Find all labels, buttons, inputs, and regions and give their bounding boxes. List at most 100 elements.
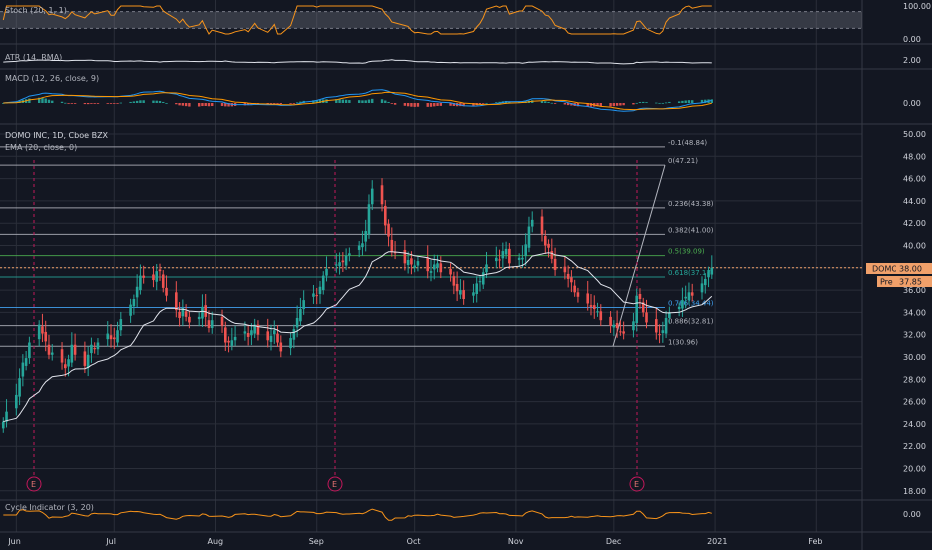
- macd-histogram-bar: [540, 100, 544, 103]
- macd-histogram-bar: [436, 103, 439, 106]
- candle-body: [129, 304, 132, 316]
- macd-histogram-bar: [106, 103, 109, 104]
- macd-histogram-bar: [341, 99, 345, 103]
- candle-body: [112, 337, 116, 340]
- candle-body: [426, 257, 430, 272]
- candle-body: [289, 338, 292, 349]
- candle-body: [201, 306, 204, 319]
- macd-histogram-bar: [158, 100, 162, 103]
- candle-body: [188, 316, 191, 323]
- candle-body: [155, 271, 159, 282]
- macd-histogram-bar: [403, 103, 407, 106]
- macd-pane[interactable]: [2, 89, 714, 112]
- atr-label[interactable]: ATR (14, RMA): [5, 53, 62, 62]
- macd-axis-tick: 0.00: [903, 99, 921, 108]
- candle-body: [641, 302, 645, 313]
- macd-histogram-bar: [132, 101, 136, 103]
- cycle-label[interactable]: Cycle Indicator (3, 20): [5, 503, 94, 512]
- candle-body: [142, 275, 145, 278]
- price-axis-tick: 48.00: [903, 152, 926, 161]
- candle-body: [700, 283, 704, 293]
- macd-histogram-bar: [367, 99, 371, 103]
- macd-histogram-bar: [586, 103, 589, 107]
- macd-histogram-bar: [687, 100, 691, 103]
- candle-body: [707, 271, 710, 278]
- time-axis-label: Feb: [808, 537, 822, 546]
- macd-histogram-bar: [364, 100, 367, 103]
- candle-body: [501, 251, 505, 259]
- macd-histogram-bar: [299, 101, 302, 103]
- macd-histogram-bar: [550, 102, 554, 104]
- macd-histogram-bar: [664, 102, 668, 104]
- cycle-pane[interactable]: [3, 508, 712, 521]
- macd-histogram-bar: [632, 103, 635, 105]
- candle-body: [566, 273, 570, 279]
- candle-body: [184, 311, 188, 317]
- macd-histogram-bar: [658, 102, 661, 104]
- candle-body: [592, 305, 596, 310]
- stoch-pane[interactable]: [0, 5, 862, 35]
- macd-histogram-bar: [135, 100, 139, 103]
- candle-body: [410, 258, 413, 265]
- macd-histogram-bar: [406, 103, 410, 107]
- earnings-marker-jun[interactable]: E: [26, 476, 42, 492]
- price-axis-tick: 32.00: [903, 331, 926, 340]
- macd-histogram-bar: [162, 101, 165, 103]
- candle-body: [661, 330, 665, 334]
- price-axis-tick: 34.00: [903, 308, 926, 317]
- macd-histogram-bar: [338, 99, 341, 103]
- candle-body: [677, 306, 681, 310]
- atr-pane[interactable]: [3, 59, 712, 65]
- candle-body: [576, 292, 580, 297]
- macd-label[interactable]: MACD (12, 26, close, 9): [5, 74, 99, 83]
- macd-histogram-bar: [544, 101, 547, 103]
- candle-body: [478, 281, 482, 283]
- candle-body: [638, 294, 642, 300]
- candle-body: [279, 342, 283, 352]
- earnings-marker-dec[interactable]: E: [629, 476, 645, 492]
- macd-histogram-bar: [615, 103, 619, 106]
- macd-histogram-bar: [60, 101, 64, 103]
- macd-histogram-bar: [344, 99, 348, 103]
- candle-body: [429, 271, 433, 273]
- candle-body: [338, 262, 341, 267]
- price-axis-tick: 40.00: [903, 242, 926, 251]
- cycle-axis-tick: 0.00: [903, 510, 921, 519]
- candle-body: [684, 296, 687, 299]
- earnings-marker-sep[interactable]: E: [327, 476, 343, 492]
- candle-body: [547, 243, 550, 248]
- candle-body: [452, 276, 456, 286]
- candle-body: [223, 327, 227, 343]
- candle-body: [18, 378, 21, 397]
- macd-histogram-bar: [44, 98, 47, 103]
- macd-histogram-bar: [684, 100, 687, 103]
- candle-body: [207, 320, 211, 329]
- cycle-line: [3, 508, 712, 521]
- fib-level-label: 0.618(37.17): [668, 269, 714, 277]
- macd-histogram-bar: [547, 101, 550, 103]
- macd-histogram-bar: [485, 102, 488, 104]
- candle-body: [116, 330, 119, 343]
- candle-body: [654, 319, 658, 333]
- macd-histogram-bar: [155, 100, 158, 103]
- stoch-label[interactable]: Stoch (20, 1, 1): [5, 6, 67, 15]
- ema-label[interactable]: EMA (20, close, 0): [5, 143, 77, 152]
- candle-body: [383, 205, 387, 226]
- fib-level-label: 0.786(34.44): [668, 299, 714, 307]
- macd-histogram-bar: [642, 101, 645, 103]
- time-axis[interactable]: Jun Jul Aug Sep Oct Nov Dec 2021 Feb: [7, 537, 822, 546]
- candle-body: [432, 264, 436, 270]
- macd-histogram-bar: [93, 103, 96, 104]
- price-pane[interactable]: -0.1(48.84) 0(47.21) 0.236(43.38) 0.382(41.…: [0, 139, 862, 477]
- candle-body: [335, 264, 338, 266]
- symbol-title[interactable]: DOMO INC, 1D, Cboe BZX: [5, 131, 109, 140]
- fib-level-label: 0(47.21): [668, 157, 698, 165]
- macd-histogram-bar: [576, 103, 580, 107]
- candle-body: [364, 231, 367, 242]
- candle-body: [687, 292, 691, 301]
- price-axis-tick: 50.00: [903, 130, 926, 139]
- candle-body: [50, 352, 54, 355]
